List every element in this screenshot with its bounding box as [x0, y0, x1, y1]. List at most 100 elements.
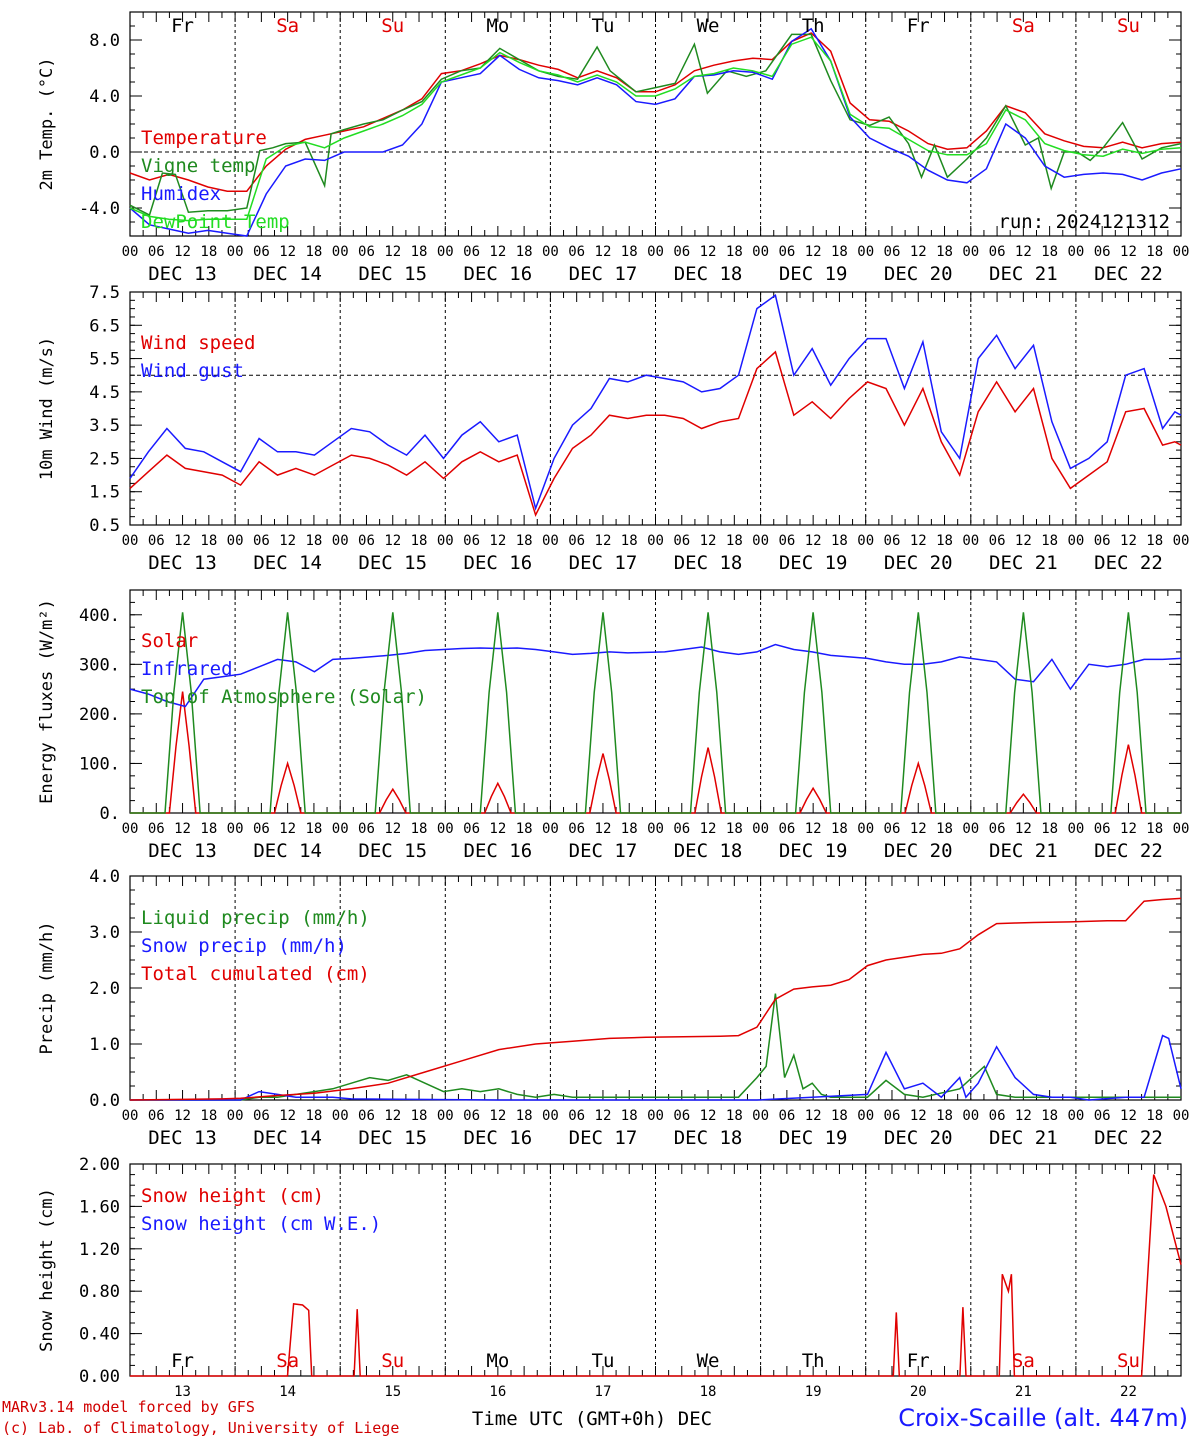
date-label: DEC 15 [358, 1127, 427, 1149]
y-tick-label: 1.60 [79, 1197, 120, 1217]
x-tick-label: 12 [700, 533, 717, 549]
y-tick-label: 0. [100, 804, 120, 824]
legend-entry: Vigne temp [141, 155, 255, 177]
x-tick-label: 00 [857, 1108, 874, 1124]
weekday-label: Sa [1012, 1350, 1035, 1372]
x-tick-label: 00 [542, 533, 559, 549]
x-tick-label: 06 [989, 1108, 1006, 1124]
x-tick-label: 18 [516, 1108, 533, 1124]
x-tick-label: 12 [595, 821, 612, 837]
weekday-label: We [697, 1350, 720, 1372]
x-tick-label: 06 [148, 821, 165, 837]
x-tick-label: 18 [1041, 533, 1058, 549]
y-axis-label: Energy fluxes (W/m²) [37, 599, 57, 804]
x-tick-label: 18 [1146, 244, 1163, 260]
date-label: DEC 21 [989, 552, 1058, 574]
x-tick-label: 18 [936, 533, 953, 549]
x-tick-label: 12 [910, 244, 927, 260]
x-tick-label: 00 [122, 244, 139, 260]
x-tick-label: 18 [516, 821, 533, 837]
x-tick-label: 12 [910, 1108, 927, 1124]
y-tick-label: 4.5 [89, 383, 120, 403]
x-tick-label: 12 [1120, 1108, 1137, 1124]
x-tick-label: 00 [857, 821, 874, 837]
date-label: DEC 13 [148, 1127, 217, 1149]
x-tick-label: 18 [1041, 244, 1058, 260]
x-tick-label: 06 [1094, 533, 1111, 549]
x-tick-label: 06 [463, 533, 480, 549]
y-tick-label: 0.80 [79, 1282, 120, 1302]
y-tick-label: 1.0 [89, 1035, 120, 1055]
date-label: DEC 21 [989, 1127, 1058, 1149]
x-tick-label: 06 [568, 1108, 585, 1124]
x-tick-label: 18 [305, 244, 322, 260]
x-tick-label: 06 [358, 244, 375, 260]
x-tick-label: 00 [542, 244, 559, 260]
x-tick-label: 06 [1094, 1108, 1111, 1124]
x-tick-label: 06 [148, 244, 165, 260]
x-tick-label: 06 [568, 533, 585, 549]
x-tick-label: 18 [936, 244, 953, 260]
y-tick-label: 2.5 [89, 449, 120, 469]
legend-entry: Top of Atmosphere (Solar) [141, 686, 427, 708]
series-line-wind-speed [129, 350, 1182, 517]
x-tick-label: 06 [253, 1108, 270, 1124]
x-tick-label: 18 [621, 533, 638, 549]
x-tick-label: 00 [122, 533, 139, 549]
x-tick-label: 12 [595, 533, 612, 549]
date-label: DEC 17 [569, 1127, 638, 1149]
series-line-liquid-precip-mm-h- [130, 993, 1181, 1101]
x-tick-label: 00 [437, 1108, 454, 1124]
x-tick-label: 12 [489, 821, 506, 837]
weekday-label: Mo [486, 15, 509, 37]
day-number-label: 13 [174, 1384, 191, 1400]
weekday-label: We [697, 15, 720, 37]
x-tick-label: 06 [1094, 244, 1111, 260]
x-tick-label: 18 [726, 1108, 743, 1124]
series-line-wind-gust [129, 294, 1182, 511]
x-tick-label: 12 [279, 244, 296, 260]
x-tick-label: 00 [437, 244, 454, 260]
date-label: DEC 14 [253, 1127, 322, 1149]
x-tick-label: 06 [463, 821, 480, 837]
x-tick-label: 00 [122, 1108, 139, 1124]
legend-entry: Total cumulated (cm) [141, 963, 370, 985]
date-label: DEC 16 [464, 552, 533, 574]
weekday-label: Fr [907, 1350, 930, 1372]
x-tick-label: 12 [805, 1108, 822, 1124]
date-label: DEC 16 [464, 1127, 533, 1149]
y-tick-label: -4.0 [79, 199, 120, 219]
y-axis-label: Precip (mm/h) [37, 921, 57, 1054]
x-tick-label: 06 [253, 244, 270, 260]
panel-1: -4.0 0.0 4.0 8.0 2m Temp. (°C) Temperature Vig… [37, 11, 1189, 285]
legend-entry: Humidex [141, 183, 221, 205]
x-tick-label: 18 [831, 821, 848, 837]
x-tick-label: 06 [673, 533, 690, 549]
x-tick-label: 00 [962, 1108, 979, 1124]
y-tick-label: 200. [79, 705, 120, 725]
day-number-label: 15 [384, 1384, 401, 1400]
legend-entry: DewPoint Temp [141, 211, 290, 233]
x-tick-label: 00 [1067, 533, 1084, 549]
x-tick-label: 18 [726, 821, 743, 837]
date-label: DEC 19 [779, 840, 848, 862]
x-tick-label: 00 [332, 1108, 349, 1124]
date-label: DEC 13 [148, 840, 217, 862]
x-tick-label: 12 [1120, 821, 1137, 837]
x-tick-label: 06 [884, 821, 901, 837]
x-tick-label: 18 [936, 1108, 953, 1124]
x-tick-label: 18 [1146, 533, 1163, 549]
legend-entry: Wind gust [141, 360, 244, 382]
x-tick-label: 18 [621, 821, 638, 837]
date-label: DEC 14 [253, 840, 322, 862]
x-tick-label: 00 [332, 821, 349, 837]
legend-entry: Solar [141, 630, 198, 652]
panel-frame [129, 11, 1182, 237]
x-tick-label: 18 [1146, 1108, 1163, 1124]
legend-entry: Wind speed [141, 332, 255, 354]
day-number-label: 22 [1120, 1384, 1137, 1400]
x-tick-label: 06 [673, 1108, 690, 1124]
x-tick-label: 18 [411, 821, 428, 837]
x-tick-label: 06 [253, 821, 270, 837]
